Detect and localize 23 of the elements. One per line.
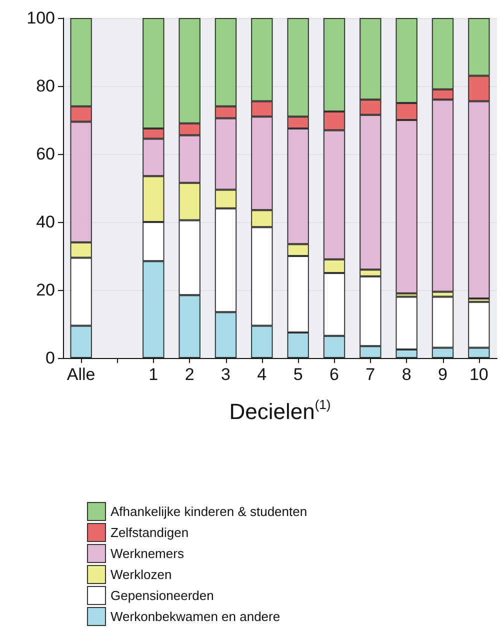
y-tick-label: 40 [36,212,55,232]
legend-label: Zelfstandigen [110,525,189,540]
x-tick-label: 3 [221,365,230,384]
legend-label: Werklozen [110,567,172,582]
y-tick-label: 80 [36,76,55,96]
y-tick-label: 0 [46,348,55,368]
y-tick-label: 100 [26,8,55,28]
y-tick-label: 60 [36,144,55,164]
x-tick-label: 10 [469,365,488,384]
legend-label: Gepensioneerden [110,588,214,603]
x-tick-label: 5 [293,365,303,384]
legend-label: Werkonbekwamen en andere [110,609,280,624]
legend-label: Afhankelijke kinderen & studenten [110,504,308,519]
x-tick-label: 7 [366,365,376,384]
x-tick-label: 2 [184,365,194,384]
y-tick-label: 20 [36,280,55,300]
x-tick-label: Alle [66,365,96,384]
x-tick-label: 8 [402,365,412,384]
x-tick-label: 9 [438,365,448,384]
x-tick-label: 1 [148,365,158,384]
x-tick-label: 6 [330,365,339,384]
legend-label: Werknemers [110,546,184,561]
x-tick-label: 4 [257,365,267,384]
